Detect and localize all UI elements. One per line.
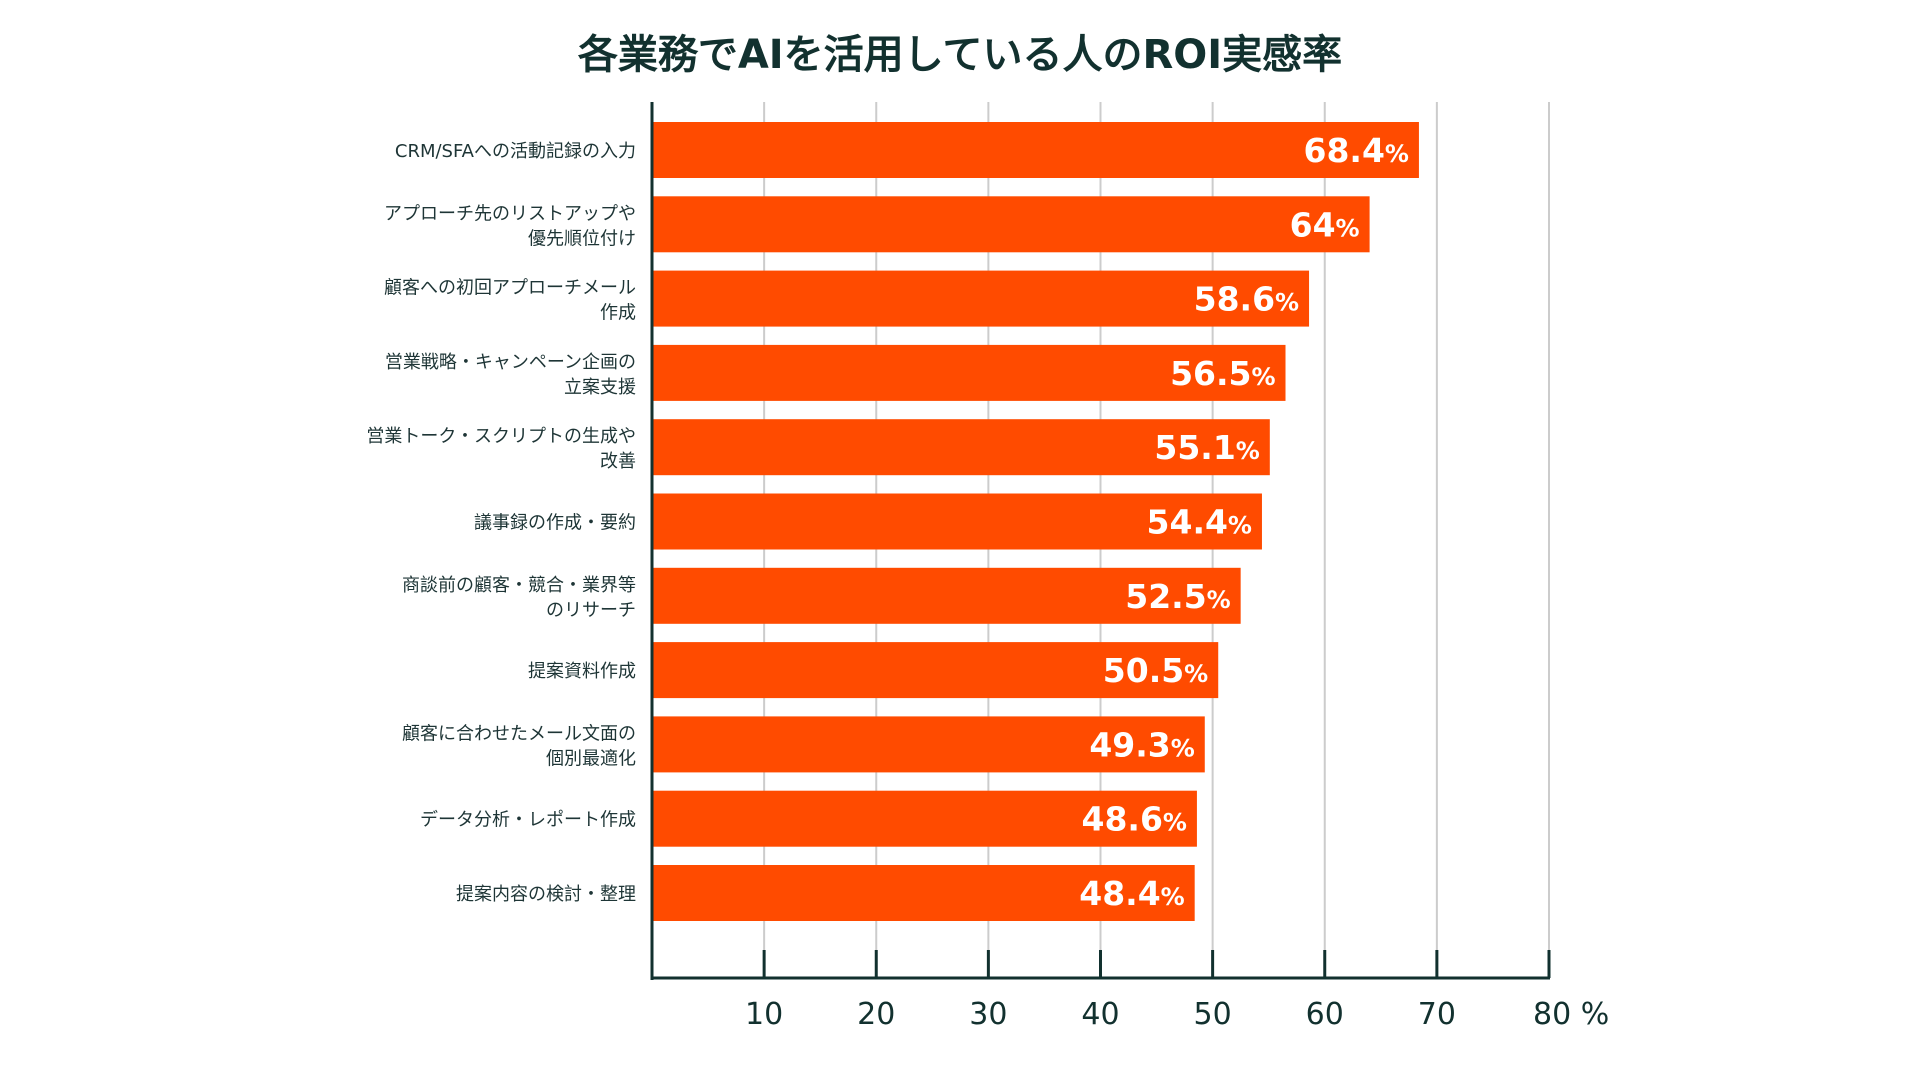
bar [652, 790, 1197, 847]
bar [652, 716, 1205, 773]
bar [652, 567, 1241, 624]
category-label: データ分析・レポート作成 [420, 810, 636, 831]
value-suffix: % [1236, 437, 1260, 465]
tick-label: 60 [1306, 997, 1344, 1032]
tick-label: 80 % [1533, 997, 1609, 1032]
value-label: 56.5 [1170, 354, 1251, 393]
category-label: 提案内容の検討・整理 [456, 884, 636, 905]
value-suffix: % [1275, 289, 1299, 317]
tick-label: 10 [745, 997, 783, 1032]
category-label: 営業戦略・キャンペーン企画の [385, 352, 636, 373]
tick-label: 20 [857, 997, 895, 1032]
category-label: 提案資料作成 [528, 661, 636, 682]
category-label: 優先順位付け [528, 228, 636, 249]
value-label: 52.5 [1125, 577, 1206, 616]
category-label: 立案支援 [564, 377, 636, 398]
category-label: 議事録の作成・要約 [474, 513, 636, 534]
bar [652, 493, 1262, 550]
bar [652, 122, 1419, 178]
value-label: 49.3 [1089, 725, 1170, 764]
category-label: 商談前の顧客・競合・業界等 [402, 575, 636, 596]
value-suffix: % [1163, 809, 1187, 837]
value-label: 64 [1290, 205, 1336, 244]
value-suffix: % [1161, 883, 1185, 911]
value-label: 58.6 [1194, 280, 1275, 319]
category-label: 個別最適化 [546, 748, 636, 769]
category-label: のリサーチ [546, 600, 636, 621]
category-label: 改善 [600, 451, 636, 472]
bar [652, 419, 1270, 476]
tick-label: 30 [969, 997, 1007, 1032]
bar [652, 865, 1195, 921]
tick-label: 50 [1194, 997, 1232, 1032]
value-suffix: % [1207, 586, 1231, 614]
category-label: CRM/SFAへの活動記録の入力 [395, 141, 636, 162]
value-suffix: % [1385, 140, 1409, 168]
value-label: 68.4 [1304, 131, 1385, 170]
tick-label: 40 [1081, 997, 1119, 1032]
value-suffix: % [1171, 734, 1195, 762]
value-suffix: % [1228, 512, 1252, 540]
category-label: 顧客への初回アプローチメール [384, 278, 636, 299]
value-suffix: % [1184, 660, 1208, 688]
value-label: 48.6 [1082, 800, 1163, 839]
category-label: 営業トーク・スクリプトの生成や [366, 426, 636, 447]
category-label: アプローチ先のリストアップや [384, 203, 636, 224]
bar [652, 196, 1370, 253]
value-label: 50.5 [1103, 651, 1184, 690]
value-label: 54.4 [1147, 503, 1228, 542]
tick-label: 70 [1418, 997, 1456, 1032]
bar [652, 344, 1286, 401]
value-suffix: % [1336, 214, 1360, 242]
chart-title: 各業務でAIを活用している人のROI実感率 [577, 32, 1343, 78]
value-label: 48.4 [1079, 874, 1160, 913]
value-suffix: % [1251, 363, 1275, 391]
category-label: 顧客に合わせたメール文面の [402, 723, 636, 744]
category-label: 作成 [600, 303, 636, 324]
value-label: 55.1 [1154, 428, 1235, 467]
bar [652, 642, 1219, 699]
bar [652, 270, 1310, 327]
